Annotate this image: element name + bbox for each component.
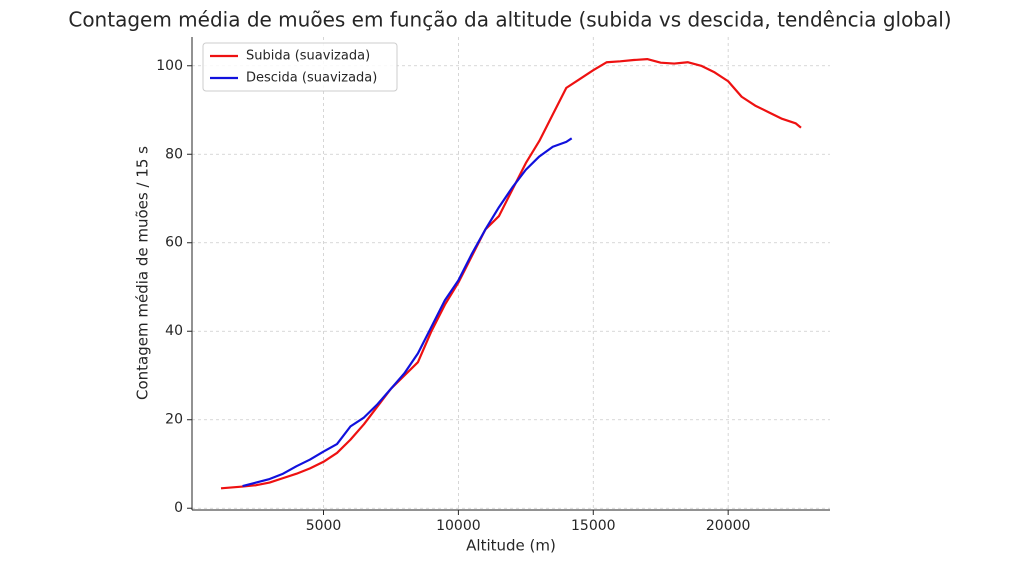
legend-label: Subida (suavizada) xyxy=(246,49,370,64)
x-tick-label: 15000 xyxy=(571,518,616,534)
x-tick-label: 5000 xyxy=(306,518,342,534)
chart-title: Contagem média de muões em função da alt… xyxy=(68,8,951,32)
y-tick-label: 20 xyxy=(165,412,183,428)
y-tick-label: 0 xyxy=(174,500,183,516)
x-tick-label: 10000 xyxy=(436,518,481,534)
y-tick-label: 80 xyxy=(165,146,183,162)
series-line xyxy=(242,137,573,488)
y-tick-label: 60 xyxy=(165,235,183,251)
legend-box xyxy=(202,42,398,92)
y-tick-label: 40 xyxy=(165,323,183,339)
y-axis-label: Contagem média de muões / 15 s xyxy=(134,146,152,400)
legend-label: Descida (suavizada) xyxy=(246,71,377,86)
series-line xyxy=(220,58,802,490)
x-axis-label: Altitude (m) xyxy=(466,537,556,555)
x-tick-label: 20000 xyxy=(706,518,751,534)
y-tick-label: 100 xyxy=(156,58,183,74)
